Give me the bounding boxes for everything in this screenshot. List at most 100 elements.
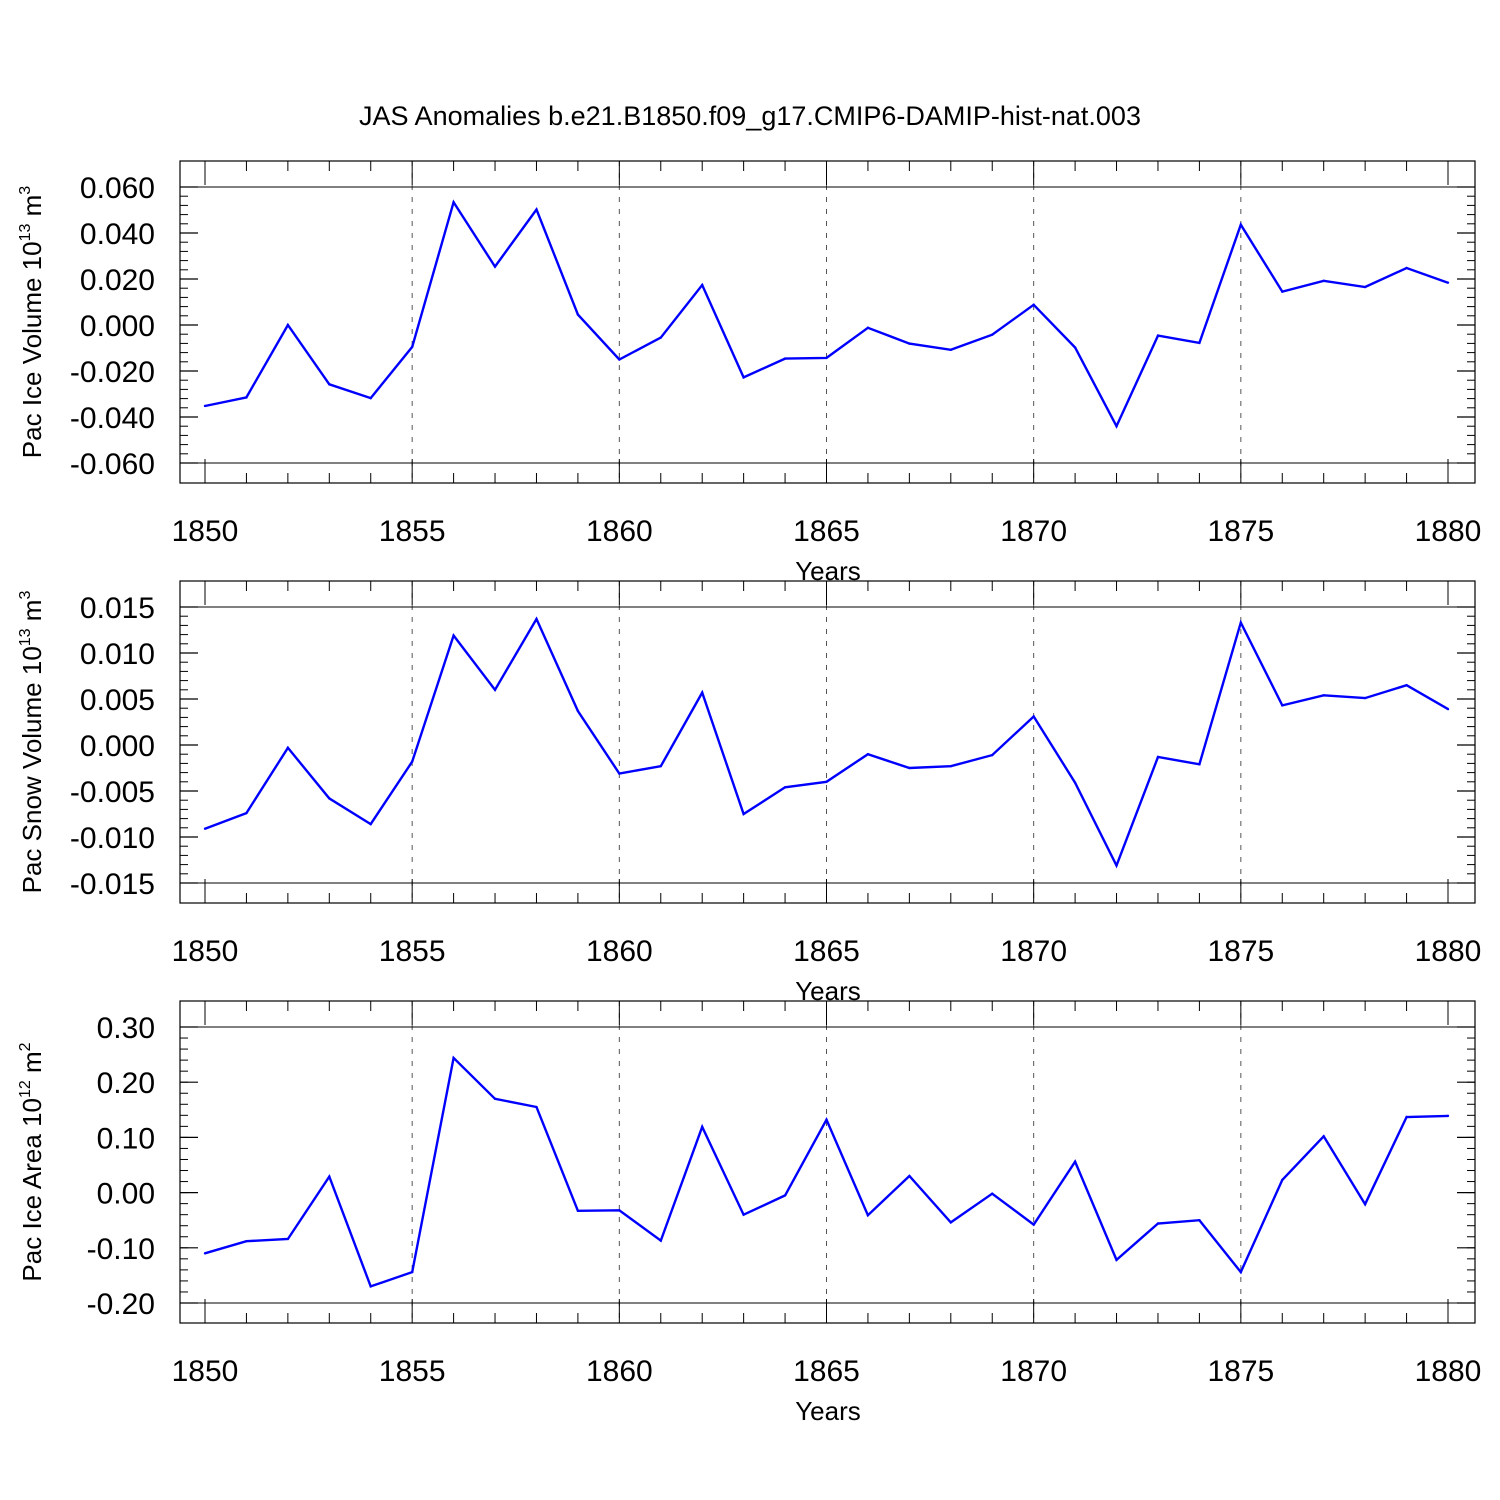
data-point (866, 326, 870, 329)
data-point (1073, 346, 1077, 349)
y-tick-label: 0.040 (80, 218, 155, 251)
data-point (493, 1097, 497, 1100)
data-point (783, 357, 787, 360)
data-point (1032, 1223, 1035, 1226)
x-tick-label: 1860 (586, 1355, 653, 1388)
data-point (245, 396, 248, 399)
x-tick-label: 1855 (379, 515, 446, 548)
y-tick-label: -0.015 (70, 868, 155, 901)
data-point (410, 1270, 414, 1274)
x-tick-label: 1850 (172, 515, 239, 548)
data-point (1446, 1114, 1450, 1118)
data-point (369, 822, 372, 826)
data-point (866, 1214, 870, 1217)
data-point (1281, 290, 1284, 293)
data-point (949, 348, 952, 352)
data-point (908, 766, 911, 770)
plot-frame (179, 1000, 1476, 1324)
chart-panel-2: 0.015 0.010 0.005 0.000 -0.005 -0.010 -0.015 18… (17, 580, 1482, 1006)
x-tick-label: 1880 (1415, 935, 1482, 968)
data-point (203, 404, 207, 408)
chart-panels: 0.060 0.040 0.020 0.000 -0.020 -0.040 -0.060 18… (17, 160, 1482, 1426)
y-tick-label: 0.00 (97, 1178, 155, 1211)
y-axis-label: Pac Ice Area 1012 m2 (17, 1042, 47, 1281)
data-point (1363, 696, 1367, 700)
data-point (1198, 1219, 1201, 1222)
y-tick-label: 0.10 (97, 1122, 155, 1155)
data-point (949, 1221, 952, 1224)
data-point (410, 760, 414, 763)
y-axis-label: Pac Snow Volume 1013 m3 (17, 591, 47, 894)
data-point (783, 786, 787, 789)
chart-title: JAS Anomalies b.e21.B1850.f09_g17.CMIP6-… (359, 101, 1141, 131)
data-point (991, 1192, 994, 1195)
data-point (1446, 281, 1450, 284)
data-point (1405, 684, 1408, 687)
data-point (1032, 303, 1035, 306)
y-tick-label: 0.060 (80, 172, 155, 205)
y-tick-label: 0.30 (97, 1012, 155, 1045)
y-tick-label: -0.010 (70, 822, 155, 855)
y-tick-label: -0.060 (70, 448, 155, 481)
y-axis-label-superscript: 13 (17, 223, 34, 241)
y-axis-label-superscript: 13 (17, 628, 34, 646)
plot-frame (179, 160, 1476, 484)
data-point (991, 753, 994, 757)
data-point (825, 356, 828, 360)
x-tick-label: 1880 (1415, 515, 1482, 548)
data-point (1073, 781, 1077, 784)
data-point (493, 265, 497, 268)
data-point (1198, 341, 1201, 345)
data-point (1198, 763, 1201, 766)
y-axis-label-superscript: 3 (17, 591, 34, 600)
data-point (1322, 694, 1325, 697)
data-point (659, 764, 662, 768)
data-point (659, 1239, 662, 1242)
data-point (328, 797, 331, 800)
data-point (286, 746, 290, 749)
data-point (576, 709, 580, 713)
data-point (1115, 864, 1118, 867)
chart-panel-3: 0.30 0.20 0.10 0.00 -0.10 -0.20 1850 1855 1860 18… (17, 1000, 1482, 1426)
data-point (203, 1252, 207, 1255)
data-point (701, 283, 704, 287)
data-point (535, 208, 538, 211)
data-point (535, 1105, 538, 1109)
data-point (369, 1285, 372, 1288)
y-tick-label: 0.010 (80, 638, 155, 671)
y-axis-label-text: m (17, 1051, 47, 1080)
y-axis-label-text: m (17, 195, 47, 224)
data-point (1363, 1202, 1367, 1206)
data-point (1115, 425, 1118, 428)
data-point (1322, 279, 1325, 283)
y-axis-label: Pac Ice Volume 1013 m3 (17, 186, 47, 459)
x-tick-label: 1865 (793, 515, 860, 548)
data-point (1156, 334, 1160, 337)
x-tick-label: 1850 (172, 935, 239, 968)
data-point (1156, 1222, 1160, 1225)
y-tick-label: -0.005 (70, 776, 155, 809)
y-tick-label: -0.20 (87, 1288, 155, 1321)
y-tick-label: -0.040 (70, 402, 155, 435)
x-tick-label: 1875 (1207, 515, 1274, 548)
y-axis-label-superscript: 2 (17, 1042, 34, 1051)
x-tick-label: 1860 (586, 935, 653, 968)
x-tick-label: 1865 (793, 935, 860, 968)
data-point (1322, 1135, 1325, 1138)
x-tick-label: 1850 (172, 1355, 239, 1388)
x-tick-label: 1865 (793, 1355, 860, 1388)
data-point (908, 342, 911, 345)
x-tick-label: 1880 (1415, 1355, 1482, 1388)
data-point (701, 1125, 704, 1129)
data-point (286, 1237, 290, 1241)
data-point (1405, 266, 1408, 270)
x-tick-label: 1855 (379, 935, 446, 968)
y-tick-label: 0.005 (80, 684, 155, 717)
data-point (245, 1239, 248, 1243)
data-point (535, 617, 538, 621)
y-axis-label-superscript: 12 (17, 1080, 34, 1098)
chart-panel-1: 0.060 0.040 0.020 0.000 -0.020 -0.040 -0.060 18… (17, 160, 1482, 586)
data-point (328, 1175, 331, 1178)
data-point (493, 688, 497, 691)
